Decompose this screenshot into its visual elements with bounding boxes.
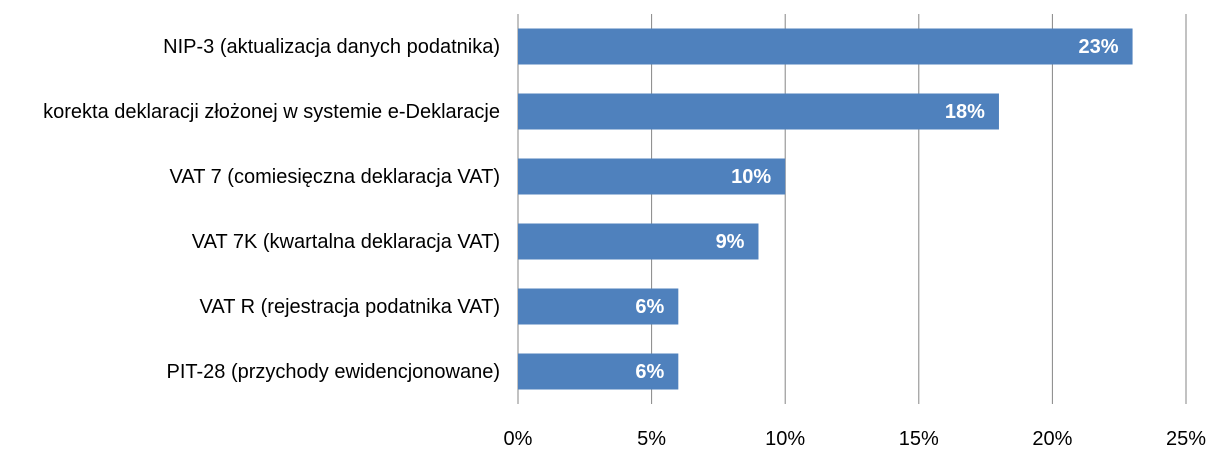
value-label: 10% [731,166,771,188]
value-label: 18% [945,101,985,123]
x-tick-label: 25% [1165,428,1207,450]
x-tick-label: 0% [503,428,533,450]
y-tick-label: VAT 7 (comiesięczna deklaracja VAT) [0,164,501,190]
category-label: NIP-3 (aktualizacja danych podatnika) [163,35,500,58]
y-tick-label: VAT R (rejestracja podatnika VAT) [0,294,500,320]
bar [518,93,999,130]
y-tick-label: korekta deklaracji złożonej w systemie e… [0,99,500,125]
bar [518,353,679,390]
value-label: 9% [716,231,745,253]
value-label: 6% [635,361,664,383]
bar [518,223,759,260]
value-label: 6% [635,296,664,318]
category-label: VAT R (rejestracja podatnika VAT) [199,295,500,318]
bar [518,28,1133,65]
y-tick-label: VAT 7K (kwartalna deklaracja VAT) [0,229,500,255]
category-label: VAT 7 (comiesięczna deklaracja VAT) [169,165,501,188]
bar [518,288,679,325]
category-label: VAT 7K (kwartalna deklaracja VAT) [191,230,500,253]
x-tick-label: 5% [637,428,667,450]
x-tick-label: 20% [1032,428,1073,450]
value-label: 23% [1079,36,1119,58]
bar [518,158,786,195]
x-tick-label: 15% [898,428,939,450]
x-tick-label: 10% [765,428,806,450]
y-tick-label: NIP-3 (aktualizacja danych podatnika) [0,34,500,60]
category-label: korekta deklaracji złożonej w systemie e… [43,100,500,123]
y-tick-label: PIT-28 (przychody ewidencjonowane) [0,359,500,385]
category-label: PIT-28 (przychody ewidencjonowane) [166,360,500,383]
